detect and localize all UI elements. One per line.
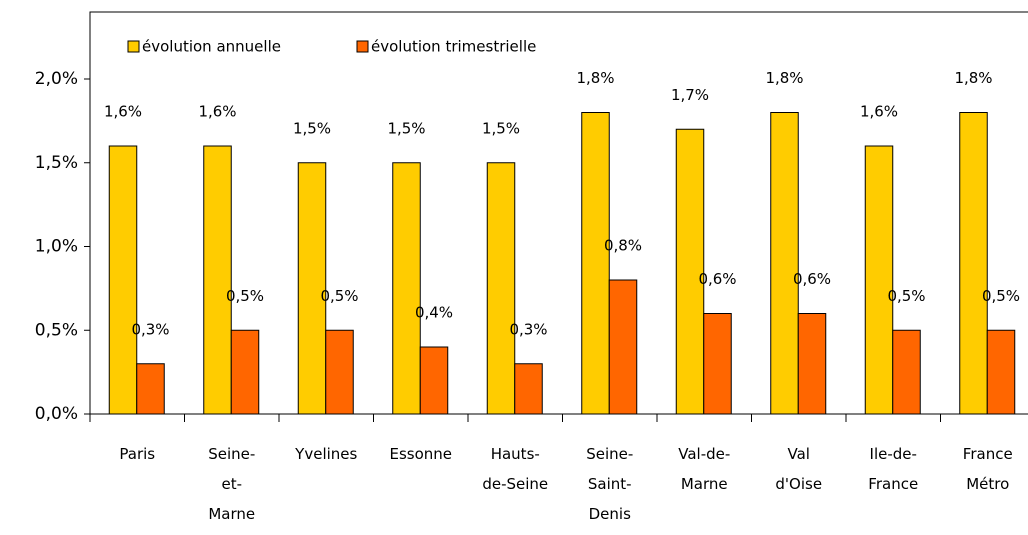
x-tick-label: Seine- et- Marne <box>208 445 256 523</box>
bar <box>108 145 138 415</box>
value-label: 0,3% <box>131 320 169 338</box>
bar <box>325 329 354 415</box>
value-label: 0,5% <box>887 287 925 305</box>
x-tick-label: France Métro <box>962 445 1013 493</box>
legend-label: évolution trimestrielle <box>371 38 536 56</box>
x-tick-label: Hauts- de-Seine <box>482 445 549 493</box>
bar <box>864 145 894 415</box>
bar <box>514 363 543 415</box>
bar <box>392 162 421 415</box>
y-tick-label: 0,0% <box>35 404 78 424</box>
value-label: 0,8% <box>604 237 642 255</box>
y-tick-label: 2,0% <box>35 69 78 89</box>
legend-label: évolution annuelle <box>142 38 281 56</box>
value-label: 0,5% <box>320 287 358 305</box>
x-tick-label: Val-de- Marne <box>678 445 731 493</box>
legend-swatch <box>356 40 369 53</box>
value-label: 1,6% <box>860 103 898 121</box>
bar <box>203 145 232 415</box>
bar <box>703 313 732 415</box>
bar <box>797 313 827 415</box>
bar <box>486 162 516 415</box>
value-label: 1,8% <box>954 69 992 87</box>
bar <box>892 329 921 415</box>
x-tick-label: Essonne <box>389 445 453 463</box>
value-label: 0,5% <box>226 287 264 305</box>
value-label: 1,7% <box>671 86 709 104</box>
value-label: 1,8% <box>765 69 803 87</box>
y-tick-label: 1,5% <box>35 153 78 173</box>
value-label: 1,5% <box>293 119 331 137</box>
x-tick-label: Val d'Oise <box>775 445 823 493</box>
value-label: 1,8% <box>576 69 614 87</box>
bar <box>986 329 1016 415</box>
bar <box>959 112 988 415</box>
value-label: 1,6% <box>198 103 236 121</box>
x-tick-label: Yvelines <box>295 445 358 463</box>
x-tick-label: Ile-de- France <box>868 445 919 493</box>
value-label: 0,4% <box>415 304 453 322</box>
value-label: 1,5% <box>482 119 520 137</box>
value-label: 0,3% <box>509 320 547 338</box>
value-label: 1,6% <box>104 103 142 121</box>
x-tick-label: Seine- Saint- Denis <box>586 445 634 523</box>
x-tick-label: Paris <box>119 445 156 463</box>
value-label: 0,5% <box>982 287 1020 305</box>
bar <box>581 112 610 415</box>
value-label: 0,6% <box>698 270 736 288</box>
bar <box>675 128 705 415</box>
bar <box>297 162 327 415</box>
bar <box>136 363 165 415</box>
legend-swatch <box>127 40 140 53</box>
value-label: 1,5% <box>387 119 425 137</box>
bar <box>770 112 799 415</box>
bar <box>230 329 260 415</box>
bar <box>608 279 638 415</box>
bar <box>419 346 449 415</box>
y-tick-label: 1,0% <box>35 237 78 257</box>
y-tick-label: 0,5% <box>35 320 78 340</box>
value-label: 0,6% <box>793 270 831 288</box>
